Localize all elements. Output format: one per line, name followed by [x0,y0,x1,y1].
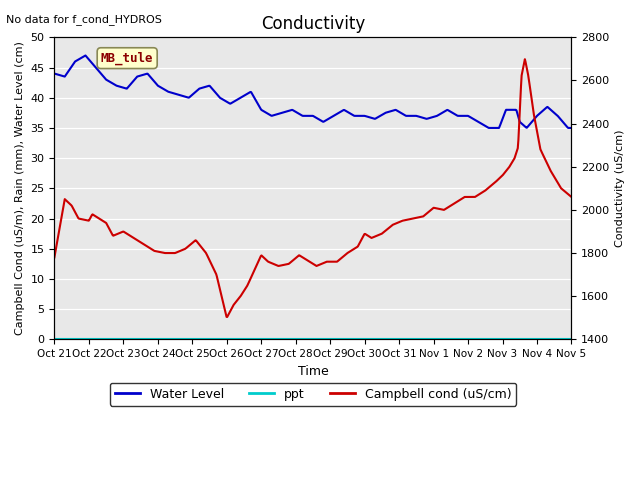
X-axis label: Time: Time [298,365,328,378]
Legend: Water Level, ppt, Campbell cond (uS/cm): Water Level, ppt, Campbell cond (uS/cm) [109,383,516,406]
Text: No data for f_cond_HYDROS: No data for f_cond_HYDROS [6,14,163,25]
Y-axis label: Campbell Cond (uS/m), Rain (mm), Water Level (cm): Campbell Cond (uS/m), Rain (mm), Water L… [15,41,25,335]
Y-axis label: Conductivity (uS/cm): Conductivity (uS/cm) [615,130,625,247]
Text: MB_tule: MB_tule [101,51,154,65]
Title: Conductivity: Conductivity [261,15,365,33]
